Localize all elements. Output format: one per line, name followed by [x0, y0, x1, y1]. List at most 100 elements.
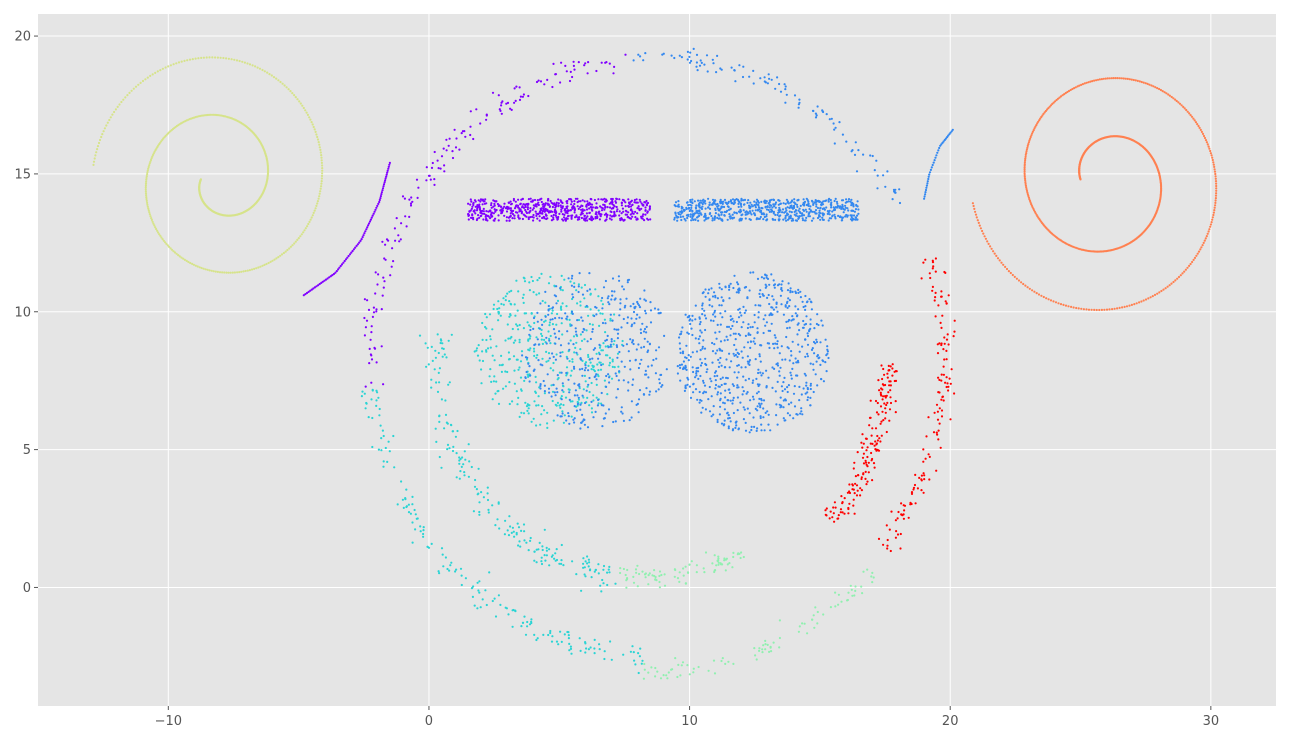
data-point: [719, 356, 722, 360]
data-point: [814, 116, 818, 119]
data-point: [485, 338, 488, 342]
data-point: [497, 502, 500, 505]
data-point: [590, 576, 593, 579]
data-point: [382, 383, 385, 386]
data-point: [931, 285, 935, 288]
data-point: [647, 349, 650, 352]
data-point: [551, 635, 554, 638]
data-point: [387, 239, 390, 242]
data-point: [701, 313, 704, 316]
data-point: [513, 382, 517, 385]
data-point: [723, 214, 726, 217]
data-point: [141, 79, 145, 83]
data-point: [570, 324, 573, 327]
data-point: [630, 400, 634, 403]
data-point: [833, 501, 837, 504]
data-point: [632, 310, 636, 314]
data-point: [321, 172, 324, 175]
data-point: [803, 622, 806, 625]
data-point: [615, 345, 619, 349]
data-point: [770, 650, 773, 653]
data-point: [721, 205, 724, 208]
data-point: [202, 56, 205, 59]
data-point: [631, 215, 634, 218]
data-point: [595, 313, 598, 316]
data-point: [371, 445, 374, 449]
data-point: [604, 354, 608, 357]
data-point: [144, 192, 148, 195]
data-point: [310, 216, 313, 219]
data-point: [762, 644, 765, 647]
data-point: [1140, 80, 1143, 84]
data-point: [105, 124, 108, 127]
data-point: [862, 442, 865, 445]
data-point: [279, 254, 282, 257]
data-point: [943, 342, 946, 345]
data-point: [748, 431, 751, 434]
data-point: [840, 207, 843, 210]
data-point: [182, 257, 185, 260]
data-point: [619, 308, 622, 311]
data-point: [567, 277, 570, 280]
data-point: [444, 556, 447, 559]
data-point: [776, 340, 779, 343]
data-point: [743, 311, 746, 314]
data-point: [440, 155, 444, 158]
data-point: [857, 208, 860, 211]
data-point: [577, 61, 580, 64]
data-point: [595, 69, 598, 73]
data-point: [879, 422, 882, 425]
data-point: [407, 503, 410, 506]
data-point: [502, 387, 505, 390]
data-point: [1178, 102, 1182, 105]
data-point: [553, 294, 556, 297]
data-point: [638, 198, 641, 201]
data-point: [586, 426, 590, 429]
data-point: [533, 350, 536, 353]
data-point: [752, 271, 755, 274]
data-point: [945, 376, 948, 379]
data-point: [365, 319, 369, 322]
data-point: [886, 401, 889, 404]
data-point: [729, 217, 732, 220]
data-point: [359, 239, 362, 242]
data-point: [271, 259, 274, 262]
data-point: [478, 501, 481, 504]
data-point: [576, 205, 579, 208]
data-point: [854, 475, 858, 478]
data-point: [699, 199, 702, 202]
data-point: [517, 328, 520, 331]
data-point: [579, 348, 582, 351]
data-point: [780, 303, 783, 306]
data-point: [575, 573, 578, 576]
data-point: [757, 311, 760, 314]
data-point: [770, 322, 773, 325]
data-point: [865, 483, 868, 486]
data-point: [816, 354, 820, 357]
data-point: [630, 208, 633, 211]
data-point: [748, 360, 751, 363]
data-point: [683, 209, 686, 212]
data-point: [505, 219, 508, 222]
data-point: [847, 198, 851, 201]
data-point: [1199, 128, 1202, 131]
data-point: [568, 398, 571, 401]
data-point: [762, 399, 766, 402]
data-point: [763, 199, 766, 202]
data-point: [178, 255, 181, 258]
data-point: [584, 219, 587, 222]
data-point: [729, 199, 733, 202]
data-point: [836, 202, 839, 205]
data-point: [750, 425, 753, 428]
data-point: [843, 512, 846, 515]
data-point: [519, 95, 523, 98]
data-point: [633, 659, 636, 662]
data-point: [632, 651, 635, 654]
data-point: [1188, 112, 1191, 115]
data-point: [584, 575, 587, 578]
data-point: [551, 323, 555, 326]
data-point: [461, 130, 464, 133]
data-point: [739, 202, 743, 205]
data-point: [607, 295, 610, 298]
data-point: [710, 395, 713, 398]
